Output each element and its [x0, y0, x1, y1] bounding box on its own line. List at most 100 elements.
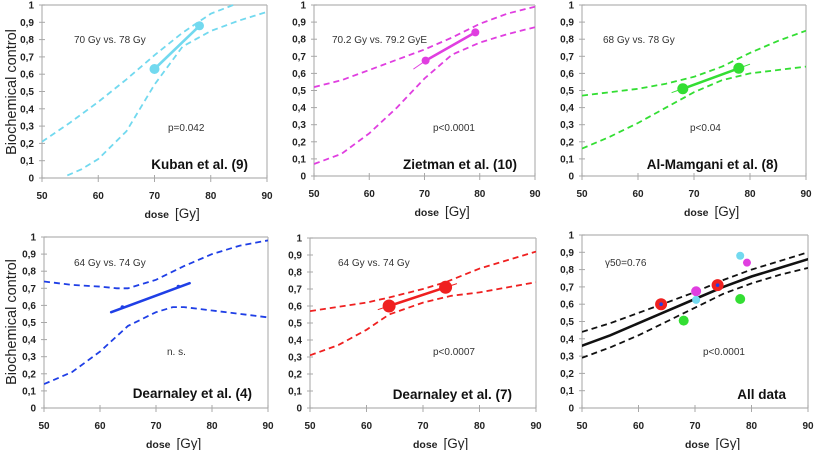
- p-value-label: p<0.0001: [703, 347, 745, 358]
- y-tick-label: 0,5: [20, 87, 34, 98]
- data-point: [439, 280, 453, 294]
- x-tick-label: 50: [308, 189, 320, 200]
- y-tick-label: 1: [568, 231, 574, 242]
- y-tick-label: 1: [30, 233, 36, 244]
- y-tick-label: 0,6: [292, 69, 306, 80]
- panel-al-mamgani: 0 0,1 0,2 0,3 0,4 0,5 0,6 0,7 0,8 0,9 1 50 60 70 80 90 d…: [560, 1, 812, 220]
- x-tick-label: 90: [802, 421, 814, 432]
- data-point: [471, 28, 480, 37]
- data-point-center: [715, 283, 720, 287]
- p-value-label: p<0.0007: [433, 347, 475, 358]
- y-tick-label: 1: [28, 1, 34, 12]
- y-tick-label: 0,8: [22, 267, 36, 278]
- y-tick-label: 0,9: [22, 250, 36, 261]
- panel-zietman: 0 0,1 0,2 0,3 0,4 0,5 0,6 0,7 0,8 0,9 1 50 60 70 80 90 d…: [292, 1, 541, 220]
- y-tick-label: 0: [28, 174, 34, 185]
- y-tick-label: 0,1: [20, 156, 34, 167]
- x-axis-label-quantity: dose: [145, 209, 170, 221]
- y-tick-label: 1: [300, 1, 306, 12]
- panel-all-data: 0 0,1 0,2 0,3 0,4 0,5 0,6 0,7 0,8 0,9 1 50 60 70 80 90 d…: [560, 231, 814, 450]
- y-tick-label: 0,9: [292, 18, 306, 29]
- lower-ci-line: [310, 281, 536, 357]
- trial-arms-line: [387, 286, 447, 308]
- trial-arms-line: [424, 31, 477, 62]
- lower-ci-line: [582, 65, 806, 150]
- x-tick-label: 70: [417, 421, 429, 432]
- y-tick-label: 0,7: [288, 285, 302, 296]
- x-tick-label: 70: [149, 191, 161, 202]
- panel-title: Dearnaley et al. (7): [393, 387, 512, 402]
- x-tick-label: 80: [474, 421, 486, 432]
- x-tick-label: 80: [746, 421, 758, 432]
- y-axis-label: Biochemical control: [4, 29, 20, 155]
- y-tick-label: 0,1: [22, 386, 36, 397]
- x-tick-label: 90: [261, 191, 273, 202]
- y-tick-label: 0,2: [288, 370, 302, 381]
- y-tick-label: 0,8: [292, 35, 306, 46]
- x-tick-label: 50: [576, 421, 588, 432]
- x-tick-label: 50: [38, 421, 50, 432]
- y-tick-label: 0,6: [22, 301, 36, 312]
- data-point: [176, 284, 181, 289]
- y-tick-label: 0,5: [560, 86, 574, 97]
- x-axis-label-quantity: dose: [415, 207, 440, 219]
- dose-comparison-label: 68 Gy vs. 78 Gy: [603, 35, 675, 46]
- x-tick-label: 60: [94, 421, 106, 432]
- y-tick-label: 0,7: [560, 52, 574, 63]
- y-tick-label: 0,9: [20, 18, 34, 29]
- y-tick-label: 0,8: [560, 265, 574, 276]
- y-tick-label: 0,2: [560, 137, 574, 148]
- y-tick-label: 0,4: [288, 336, 302, 347]
- x-axis-label-unit: [Gy]: [716, 436, 741, 450]
- data-point-center: [659, 302, 663, 307]
- data-point: [677, 83, 689, 95]
- x-tick-label: 70: [419, 189, 431, 200]
- data-point: [742, 258, 751, 267]
- upper-ci-line: [310, 250, 536, 312]
- y-tick-label: 0,2: [560, 369, 574, 380]
- y-tick-label: 0,9: [560, 248, 574, 259]
- panel-dearnaley-4: 0 0,1 0,2 0,3 0,4 0,5 0,6 0,7 0,8 0,9 1 50 60 70 80 90 d…: [4, 233, 274, 450]
- panel-dearnaley-7: 0 0,1 0,2 0,3 0,4 0,5 0,6 0,7 0,8 0,9 1 50 60 70 80 90 d…: [288, 234, 542, 450]
- x-tick-label: 80: [206, 421, 218, 432]
- x-tick-label: 50: [304, 421, 316, 432]
- y-tick-label: 0,7: [292, 52, 306, 63]
- x-tick-label: 50: [36, 191, 48, 202]
- x-axis-label-unit: [Gy]: [177, 436, 202, 450]
- data-point: [691, 286, 702, 297]
- y-tick-label: 0,9: [560, 18, 574, 29]
- y-tick-label: 0,6: [560, 300, 574, 311]
- trial-arms-line: [681, 67, 741, 91]
- x-axis-label: dose [Gy]: [413, 436, 468, 450]
- lower-ci-line: [314, 26, 535, 165]
- x-axis-label-quantity: dose: [685, 439, 710, 450]
- upper-ci-line: [582, 251, 808, 333]
- y-tick-label: 0: [30, 404, 36, 415]
- panel-title: Kuban et al. (9): [151, 157, 248, 172]
- y-tick-label: 0,8: [20, 35, 34, 46]
- data-point: [692, 295, 701, 304]
- data-point: [120, 305, 125, 309]
- trial-arms-line: [109, 281, 191, 314]
- p-value-label: p<0.0001: [433, 123, 475, 134]
- y-tick-label: 0,1: [292, 154, 306, 165]
- p-value-label: p=0.042: [168, 123, 205, 134]
- dose-comparison-label: 64 Gy vs. 74 Gy: [74, 258, 146, 269]
- x-axis-label-quantity: dose: [684, 207, 709, 219]
- y-tick-label: 0,4: [292, 103, 306, 114]
- y-tick-label: 0,6: [560, 69, 574, 80]
- upper-ci-line: [42, 4, 234, 143]
- x-tick-label: 80: [205, 191, 217, 202]
- x-tick-label: 70: [150, 421, 162, 432]
- y-tick-label: 0,9: [288, 251, 302, 262]
- trial-arms-line: [153, 24, 201, 71]
- y-tick-label: 1: [296, 234, 302, 245]
- upper-ci-line: [44, 239, 268, 290]
- y-tick-label: 0: [568, 404, 574, 415]
- data-point: [149, 64, 160, 75]
- dose-comparison-label: 64 Gy vs. 74 Gy: [338, 258, 410, 269]
- y-tick-label: 0,5: [560, 317, 574, 328]
- y-tick-label: 0,8: [288, 268, 302, 279]
- dose-comparison-label: γ50=0.76: [605, 258, 647, 269]
- x-tick-label: 60: [361, 421, 373, 432]
